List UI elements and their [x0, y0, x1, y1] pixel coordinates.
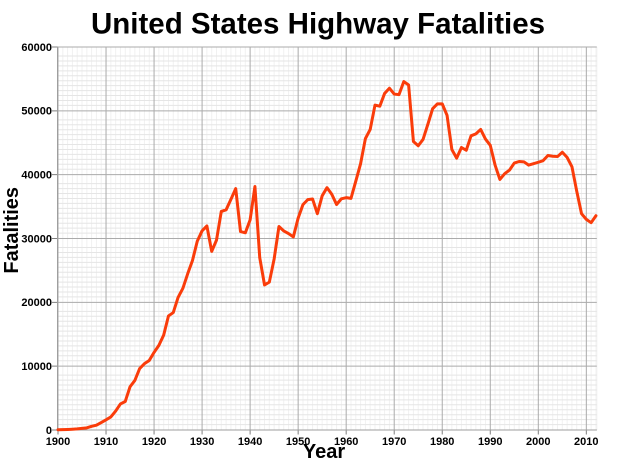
svg-text:2010: 2010	[574, 436, 598, 448]
svg-text:1910: 1910	[94, 436, 118, 448]
svg-text:2000: 2000	[526, 436, 550, 448]
svg-text:60000: 60000	[21, 42, 52, 54]
svg-text:1970: 1970	[382, 436, 406, 448]
svg-text:Fatalities: Fatalities	[1, 187, 23, 274]
svg-text:1990: 1990	[478, 436, 502, 448]
svg-text:United States Highway Fataliti: United States Highway Fatalities	[91, 8, 545, 41]
svg-text:1950: 1950	[286, 436, 310, 448]
svg-text:1900: 1900	[46, 436, 70, 448]
svg-text:1930: 1930	[190, 436, 214, 448]
svg-text:40000: 40000	[21, 170, 52, 182]
svg-text:0: 0	[46, 425, 52, 437]
svg-text:Year: Year	[303, 441, 345, 463]
svg-text:30000: 30000	[21, 233, 52, 245]
svg-text:1940: 1940	[238, 436, 262, 448]
svg-text:1960: 1960	[334, 436, 358, 448]
svg-text:10000: 10000	[21, 361, 52, 373]
svg-text:1920: 1920	[142, 436, 166, 448]
svg-text:1980: 1980	[430, 436, 454, 448]
svg-text:50000: 50000	[21, 106, 52, 118]
svg-text:20000: 20000	[21, 297, 52, 309]
